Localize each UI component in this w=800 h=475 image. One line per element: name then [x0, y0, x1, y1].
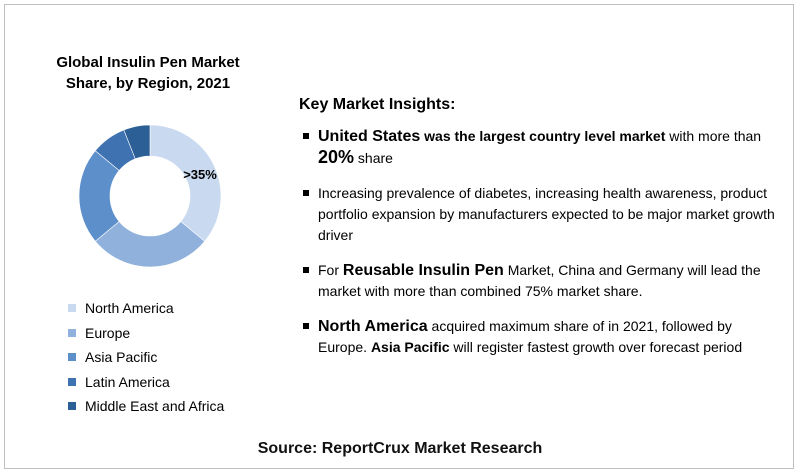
- bullet-marker: [303, 133, 309, 139]
- legend-swatch: [68, 377, 76, 386]
- bullet-marker: [303, 267, 309, 273]
- insights-heading: Key Market Insights:: [299, 96, 456, 113]
- legend-swatch: [68, 328, 76, 337]
- insight-1-claim: was the largest country level market: [420, 128, 666, 144]
- insight-bullet-3: For Reusable Insulin Pen Market, China a…: [299, 260, 779, 302]
- insight-4-suffix: will register fastest growth over foreca…: [449, 339, 743, 355]
- key-market-insights: Key Market Insights: United States was t…: [299, 96, 779, 368]
- insight-4-text: acquired maximum share of in 2021, follo…: [318, 318, 732, 355]
- donut-slice-europe: [94, 221, 206, 268]
- legend-label: Latin America: [85, 373, 170, 390]
- legend-label: North America: [85, 300, 174, 317]
- donut-slice-north-america: [149, 124, 222, 242]
- legend-swatch: [68, 304, 76, 313]
- insight-2-text: Increasing prevalence of diabetes, incre…: [318, 185, 775, 243]
- legend-label: Europe: [85, 324, 131, 341]
- legend-swatch: [68, 402, 76, 411]
- bullet-marker: [303, 323, 309, 329]
- insight-1-text: with more than: [665, 128, 762, 144]
- insight-3-prefix: For: [318, 262, 343, 278]
- legend-label: Middle East and Africa: [85, 398, 225, 415]
- legend-item-north-america: North America: [68, 296, 224, 321]
- legend-swatch: [68, 353, 76, 362]
- legend-item-europe: Europe: [68, 321, 224, 346]
- legend-item-latin-america: Latin America: [68, 370, 224, 395]
- donut-slice-middle-east-africa: [123, 124, 151, 160]
- bullet-marker: [303, 190, 309, 196]
- source-caption: Source: ReportCrux Market Research: [257, 440, 543, 457]
- insight-4-growth-region: Asia Pacific: [370, 339, 450, 355]
- insight-bullet-1: United States was the largest country le…: [299, 126, 779, 169]
- legend-label: Asia Pacific: [85, 349, 158, 366]
- legend: North America Europe Asia Pacific Latin …: [68, 296, 224, 419]
- insight-1-country: United States: [318, 128, 421, 145]
- insight-3-text: Market, China and Germany will lead the …: [318, 262, 761, 299]
- insight-3-product: Reusable Insulin Pen: [342, 262, 504, 279]
- chart-title: Global Insulin Pen Market Share, by Regi…: [56, 54, 240, 92]
- legend-item-asia-pacific: Asia Pacific: [68, 345, 224, 370]
- insight-1-share: 20%: [318, 147, 355, 167]
- legend-item-middle-east-africa: Middle East and Africa: [68, 394, 224, 419]
- insight-bullet-2: Increasing prevalence of diabetes, incre…: [299, 183, 779, 246]
- insight-bullet-4: North America acquired maximum share of …: [299, 316, 779, 358]
- figure-frame: [4, 4, 794, 469]
- data-label-north-america: >35%: [183, 167, 217, 182]
- insight-1-suffix: share: [354, 150, 393, 166]
- donut-chart: >35%: [78, 124, 222, 268]
- insight-4-region: North America: [318, 318, 428, 335]
